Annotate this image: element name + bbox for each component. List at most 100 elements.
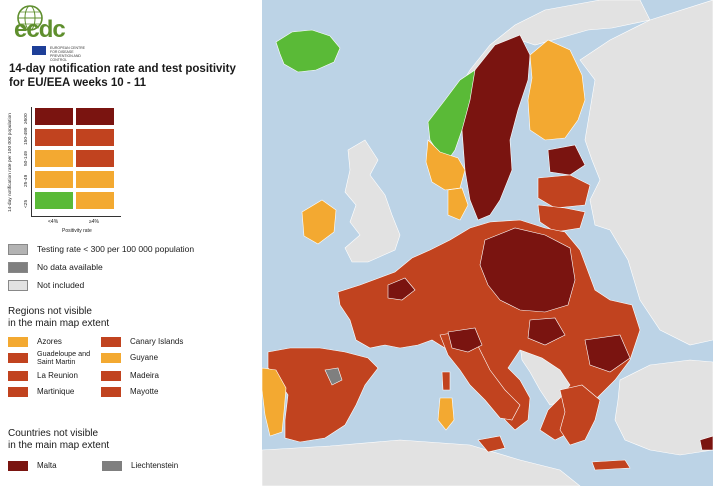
legend-label: Not included	[37, 280, 85, 290]
matrix-cell	[75, 170, 115, 189]
legend-label: Testing rate < 300 per 100 000 populatio…	[37, 244, 195, 254]
russia-east-grey	[579, 0, 713, 346]
matrix-cell	[75, 107, 115, 126]
corsica	[441, 371, 451, 391]
region-item: Canary Islands	[101, 336, 183, 347]
matrix-cell	[34, 170, 74, 189]
region-label: Malta	[37, 460, 57, 470]
paris-region-darkred	[387, 277, 416, 301]
map-title-line2: for EU/EEA weeks 10 - 11	[9, 77, 147, 89]
matrix-x-tick: ≥4%	[89, 219, 99, 225]
sardinia	[437, 397, 455, 431]
region-label: Guyane	[130, 352, 159, 362]
region-label: Guadeloupe and Saint Martin	[37, 348, 91, 366]
cyprus	[699, 435, 713, 451]
region-swatch	[8, 460, 28, 471]
italy	[439, 329, 521, 421]
sicily	[477, 435, 506, 453]
matrix-y-axis-line	[31, 107, 32, 217]
uk-grey	[344, 139, 401, 263]
region-swatch	[102, 460, 122, 471]
ireland	[301, 199, 337, 245]
region-label: Azores	[37, 336, 62, 346]
region-swatch	[101, 386, 121, 397]
region-swatch	[8, 336, 28, 347]
region-label: La Reunion	[37, 370, 78, 380]
matrix-x-axis-line	[31, 216, 121, 217]
region-item: Guyane	[101, 352, 158, 363]
regions-title-line1: Regions not visible	[8, 306, 92, 317]
matrix-cell	[34, 107, 74, 126]
region-item: Mayotte	[101, 386, 158, 397]
countries-title-line1: Countries not visible	[8, 428, 99, 439]
matrix-cell	[75, 149, 115, 168]
turkey-grey	[614, 359, 713, 456]
region-swatch	[8, 352, 28, 363]
region-item: Martinique	[8, 386, 74, 397]
matrix-x-tick: <4%	[48, 219, 59, 225]
region-item: Azores	[8, 336, 62, 347]
matrix-x-axis-title: Positivity rate	[62, 228, 92, 234]
matrix-y-tick: ≥500	[24, 113, 29, 124]
regions-title-line2: in the main map extent	[8, 318, 110, 329]
matrix-cell	[75, 128, 115, 147]
map-title: 14-day notification rate and test positi…	[9, 62, 259, 90]
spain-no-data-region	[324, 367, 343, 386]
region-label: Canary Islands	[130, 336, 184, 346]
iceland	[275, 29, 341, 73]
region-item: La Reunion	[8, 370, 78, 381]
matrix-y-tick: 150-499	[24, 127, 29, 145]
legend-panel: ecdc EUROPEAN CENTRE FOR DISEASE PREVENT…	[0, 0, 262, 486]
region-swatch	[101, 352, 121, 363]
legend-item: No data available	[8, 261, 103, 273]
legend-item: Not included	[8, 279, 84, 291]
region-label: Madeira	[130, 370, 159, 380]
legend-swatch	[8, 261, 28, 273]
region-item: Liechtenstein	[102, 460, 178, 471]
map-title-line1: 14-day notification rate and test positi…	[9, 63, 236, 75]
countries-title: Countries not visible in the main map ex…	[8, 428, 109, 452]
north-italy-darkred	[447, 327, 483, 353]
matrix-y-tick: <25	[24, 199, 29, 208]
central-europe-darkred	[479, 227, 576, 313]
finland	[527, 39, 586, 141]
north-africa-grey	[261, 439, 581, 486]
region-label: Mayotte	[130, 386, 159, 396]
greece	[559, 384, 601, 446]
matrix-cell	[34, 191, 74, 210]
matrix-y-axis-title: 14-day notification rate per 100 000 pop…	[8, 113, 13, 212]
region-swatch	[101, 336, 121, 347]
region-label: Martinique	[37, 386, 75, 396]
agency-name: EUROPEAN CENTRE FOR DISEASE PREVENTION A…	[50, 46, 86, 62]
legend-swatch	[8, 243, 28, 255]
region-item: Guadeloupe and Saint Martin	[8, 348, 107, 366]
region-item: Malta	[8, 460, 57, 471]
latvia	[537, 174, 591, 209]
crete	[591, 459, 631, 471]
ecdc-globe-icon	[17, 5, 43, 31]
portugal	[261, 367, 287, 437]
region-swatch	[8, 370, 28, 381]
legend-item: Testing rate < 300 per 100 000 populatio…	[8, 243, 194, 255]
region-label: Liechtenstein	[131, 460, 179, 470]
region-swatch	[8, 386, 28, 397]
regions-title: Regions not visible in the main map exte…	[8, 306, 109, 330]
region-swatch	[101, 370, 121, 381]
denmark	[447, 187, 469, 221]
eu-flag-icon	[32, 46, 46, 55]
ecdc-logo-text: ecdc	[14, 16, 66, 43]
matrix-cell	[34, 128, 74, 147]
matrix-cell	[34, 149, 74, 168]
legend-swatch	[8, 279, 28, 291]
sweden	[461, 34, 531, 221]
matrix-cell	[75, 191, 115, 210]
lithuania	[537, 204, 586, 233]
estonia	[547, 144, 586, 176]
hungary-darkred	[527, 317, 566, 346]
legend-label: No data available	[37, 262, 103, 272]
region-item: Madeira	[101, 370, 159, 381]
countries-title-line2: in the main map extent	[8, 440, 110, 451]
bulgaria-darkred	[584, 334, 631, 373]
matrix-y-tick: 25-49	[24, 174, 29, 187]
